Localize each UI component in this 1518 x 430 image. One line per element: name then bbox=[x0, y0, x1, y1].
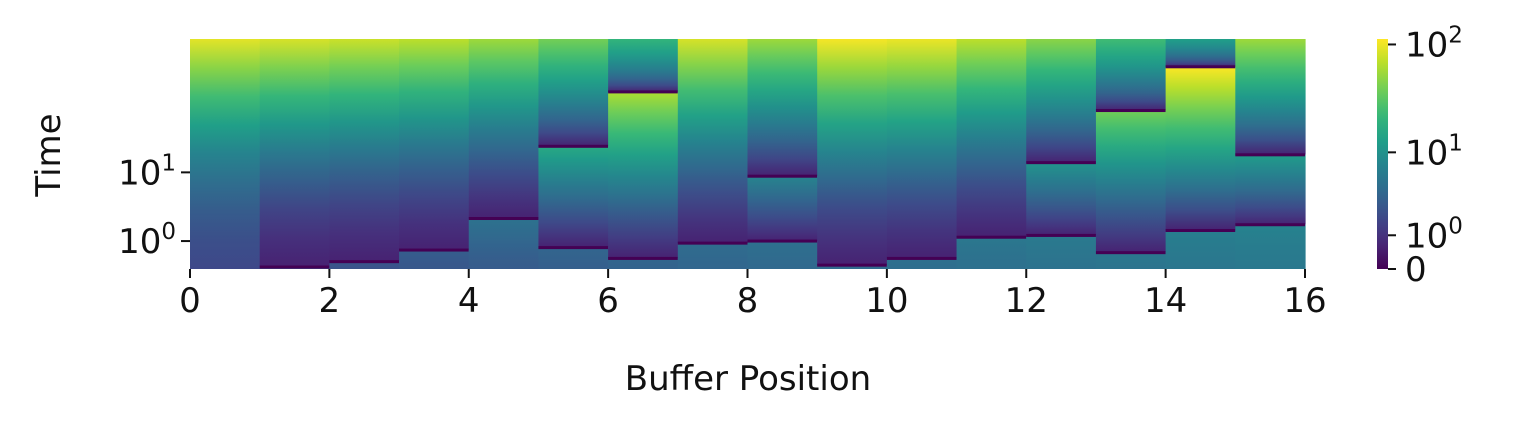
heatmap-segment bbox=[329, 261, 400, 269]
heatmap-reset-line bbox=[1026, 233, 1096, 237]
heatmap-reset-line bbox=[538, 144, 609, 148]
heatmap-segment bbox=[538, 39, 609, 147]
heatmap-segment bbox=[1026, 235, 1097, 269]
heatmap-segment bbox=[956, 237, 1027, 269]
heatmap-reset-line bbox=[747, 174, 818, 178]
heatmap-segment bbox=[1165, 66, 1236, 231]
heatmap-segment bbox=[259, 39, 330, 268]
y-tick-label: 100 bbox=[118, 219, 176, 262]
heatmap-segment bbox=[747, 176, 818, 242]
x-tick-label: 8 bbox=[737, 281, 759, 321]
heatmap-segment bbox=[468, 218, 540, 269]
heatmap-reset-line bbox=[1235, 223, 1305, 227]
heatmap-reset-line bbox=[817, 263, 887, 267]
heatmap-reset-line bbox=[1165, 228, 1236, 232]
heatmap-segment bbox=[747, 241, 818, 269]
heatmap-segment bbox=[538, 247, 609, 269]
heatmap-segment bbox=[1235, 224, 1306, 269]
x-tick-label: 2 bbox=[319, 281, 341, 321]
x-tick-label: 0 bbox=[179, 281, 201, 321]
heatmap-reset-line bbox=[677, 241, 748, 245]
x-axis-label: Buffer Position bbox=[625, 359, 871, 399]
heatmap-reset-line bbox=[399, 248, 469, 252]
heatmap-segment bbox=[677, 243, 749, 269]
heatmap-segment bbox=[886, 39, 958, 259]
y-tick-label: 101 bbox=[118, 150, 176, 193]
colorbar-tick-label: 0 bbox=[1405, 250, 1427, 290]
heatmap-segment bbox=[1235, 39, 1306, 155]
heatmap-cells bbox=[190, 39, 1306, 269]
heatmap-segment bbox=[677, 39, 749, 244]
heatmap-reset-line bbox=[956, 235, 1027, 239]
y-axis: 100 101 bbox=[118, 150, 190, 262]
heatmap-segment bbox=[608, 258, 679, 269]
heatmap-reset-line bbox=[538, 246, 609, 250]
heatmap-reset-line bbox=[1095, 251, 1166, 255]
colorbar-gradient bbox=[1377, 39, 1388, 269]
heatmap-segment bbox=[956, 39, 1027, 238]
x-tick-label: 10 bbox=[865, 281, 908, 321]
heatmap-reset-line bbox=[259, 265, 330, 269]
heatmap-segment bbox=[747, 39, 818, 177]
heatmap-segment bbox=[817, 39, 888, 266]
heatmap-reset-line bbox=[1095, 109, 1166, 113]
heatmap-reset-line bbox=[1165, 65, 1236, 69]
heatmap-segment bbox=[817, 265, 888, 269]
x-tick-label: 12 bbox=[1005, 281, 1048, 321]
heatmap-segment bbox=[1095, 39, 1167, 111]
x-tick-label: 14 bbox=[1144, 281, 1187, 321]
x-tick-label: 16 bbox=[1283, 281, 1326, 321]
x-tick-label: 6 bbox=[597, 281, 619, 321]
colorbar-tick-label: 102 bbox=[1405, 22, 1463, 65]
heatmap-segment bbox=[608, 39, 679, 92]
heatmap-reset-line bbox=[1235, 153, 1305, 157]
heatmap-segment bbox=[399, 250, 470, 269]
heatmap-reset-line bbox=[1026, 161, 1096, 165]
heatmap-segment bbox=[1095, 110, 1167, 253]
heatmap-reset-line bbox=[608, 90, 678, 94]
heatmap-reset-line bbox=[329, 260, 400, 264]
heatmap-segment bbox=[1026, 39, 1097, 163]
heatmap-segment bbox=[538, 146, 609, 248]
heatmap-segment bbox=[399, 39, 470, 251]
x-axis: 0 2 4 6 8 10 12 14 16 bbox=[179, 269, 1327, 321]
heatmap-segment bbox=[1165, 39, 1236, 67]
colorbar-tick-label: 100 bbox=[1405, 213, 1463, 256]
heatmap-segment bbox=[190, 39, 261, 269]
heatmap-reset-line bbox=[747, 239, 818, 243]
x-tick-label: 4 bbox=[458, 281, 480, 321]
heatmap-segment bbox=[1026, 162, 1097, 236]
heatmap-reset-line bbox=[608, 256, 678, 260]
heatmap-reset-line bbox=[468, 217, 539, 221]
heatmap-segment bbox=[608, 91, 679, 259]
heatmap-segment bbox=[329, 39, 400, 262]
heatmap-segment bbox=[1235, 154, 1306, 225]
y-axis-label: Time bbox=[29, 113, 69, 197]
heatmap-segment bbox=[468, 39, 540, 219]
heatmap-segment bbox=[1165, 230, 1236, 269]
colorbar-tick-label: 101 bbox=[1405, 130, 1463, 173]
heatmap-segment bbox=[1095, 252, 1167, 269]
heatmap-reset-line bbox=[886, 256, 957, 260]
heatmap-segment bbox=[886, 258, 958, 269]
